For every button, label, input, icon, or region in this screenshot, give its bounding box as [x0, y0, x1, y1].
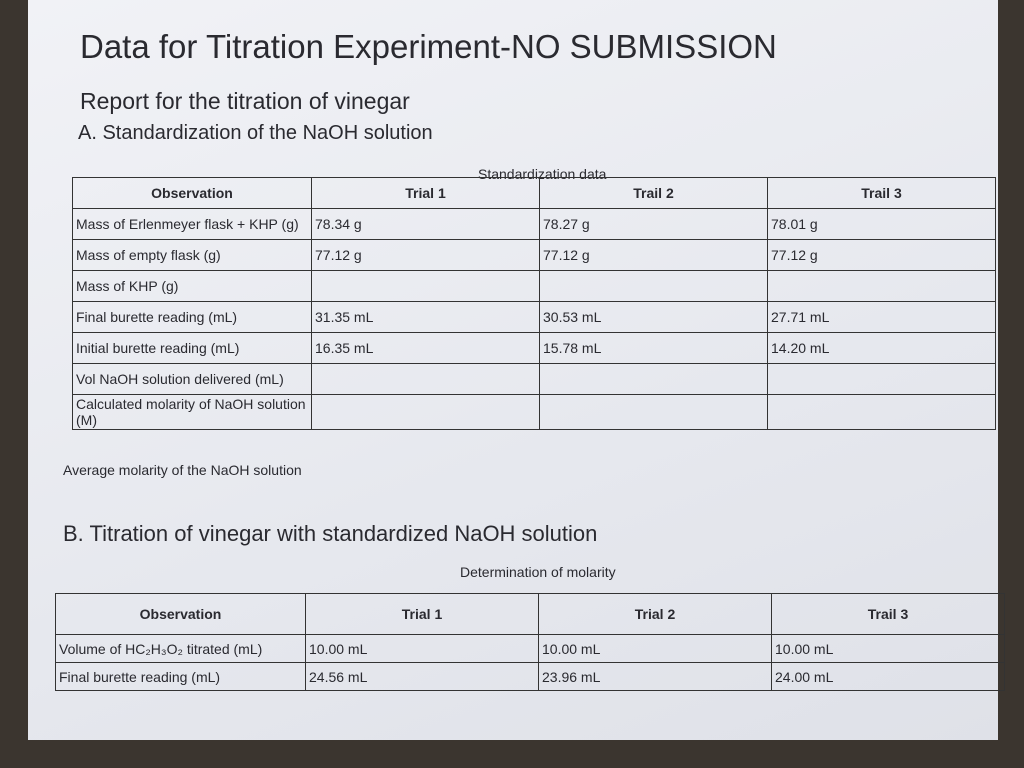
header-cell: Trial 1 — [311, 177, 540, 209]
cell: 10.00 mL — [538, 634, 772, 663]
cell — [767, 363, 996, 395]
cell — [539, 363, 768, 395]
paper: Data for Titration Experiment-NO SUBMISS… — [28, 0, 1005, 740]
subtitle: Report for the titration of vinegar — [80, 88, 410, 114]
table-row: Calculated molarity of NaOH solution (M) — [72, 394, 996, 430]
cell: 30.53 mL — [539, 301, 768, 333]
cell — [767, 270, 996, 302]
cell: 31.35 mL — [311, 301, 540, 333]
cell: 78.34 g — [311, 208, 540, 240]
row-label: Vol NaOH solution delivered (mL) — [72, 363, 312, 395]
header-row: Observation Trial 1 Trial 2 Trail 3 — [55, 593, 1005, 635]
row-label: Final burette reading (mL) — [72, 301, 312, 333]
row-label: Mass of empty flask (g) — [72, 239, 312, 271]
row-label: Volume of HC₂H₃O₂ titrated (mL) — [55, 634, 306, 663]
data-table: Observation Trial 1 Trial 2 Trail 3 Volume o… — [55, 593, 1005, 691]
cell — [311, 394, 540, 430]
cell: 77.12 g — [539, 239, 768, 271]
cell: 14.20 mL — [767, 332, 996, 364]
header-row: Observation Trial 1 Trail 2 Trail 3 — [72, 177, 996, 209]
section-heading: B. Titration of vinegar with standardize… — [63, 521, 598, 546]
row-label: Initial burette reading (mL) — [72, 332, 312, 364]
cell — [311, 363, 540, 395]
cell: 10.00 mL — [305, 634, 539, 663]
row-label: Mass of KHP (g) — [72, 270, 312, 302]
table-row: Initial burette reading (mL) 16.35 mL 15.7… — [72, 332, 996, 364]
header-cell: Trial 1 — [305, 593, 539, 635]
cell: 78.27 g — [539, 208, 768, 240]
cell: 24.56 mL — [305, 662, 539, 691]
cell: 24.00 mL — [771, 662, 1005, 691]
table-row: Vol NaOH solution delivered (mL) — [72, 363, 996, 395]
header-cell: Trial 2 — [538, 593, 772, 635]
cell: 77.12 g — [311, 239, 540, 271]
cell: 77.12 g — [767, 239, 996, 271]
table-caption: Determination of molarity — [460, 564, 616, 580]
table-row: Final burette reading (mL) 24.56 mL 23.96 … — [55, 662, 1005, 691]
table-row: Mass of empty flask (g) 77.12 g 77.12 g 77.… — [72, 239, 996, 271]
row-label: Calculated molarity of NaOH solution (M) — [72, 394, 312, 430]
header-cell: Trail 2 — [539, 177, 768, 209]
note: Average molarity of the NaOH solution — [63, 462, 302, 478]
header-cell: Trail 3 — [771, 593, 1005, 635]
row-label: Final burette reading (mL) — [55, 662, 306, 691]
title: Data for Titration Experiment-NO SUBMISS… — [80, 28, 777, 65]
header-cell: Trail 3 — [767, 177, 996, 209]
table-row: Mass of KHP (g) — [72, 270, 996, 302]
table-row: Volume of HC₂H₃O₂ titrated (mL) 10.00 mL 1… — [55, 634, 1005, 663]
row-label: Mass of Erlenmeyer flask + KHP (g) — [72, 208, 312, 240]
cell — [539, 394, 768, 430]
cell: 16.35 mL — [311, 332, 540, 364]
header-cell: Observation — [55, 593, 306, 635]
cell: 27.71 mL — [767, 301, 996, 333]
header-cell: Observation — [72, 177, 312, 209]
data-table: Observation Trial 1 Trail 2 Trail 3 Mass of … — [72, 177, 996, 430]
cell: 10.00 mL — [771, 634, 1005, 663]
cell: 23.96 mL — [538, 662, 772, 691]
cell — [539, 270, 768, 302]
table-row: Final burette reading (mL) 31.35 mL 30.53 … — [72, 301, 996, 333]
section-heading: A. Standardization of the NaOH solution — [78, 122, 433, 144]
cell — [311, 270, 540, 302]
cell: 15.78 mL — [539, 332, 768, 364]
table-row: Mass of Erlenmeyer flask + KHP (g) 78.34 … — [72, 208, 996, 240]
cell — [767, 394, 996, 430]
cell: 78.01 g — [767, 208, 996, 240]
